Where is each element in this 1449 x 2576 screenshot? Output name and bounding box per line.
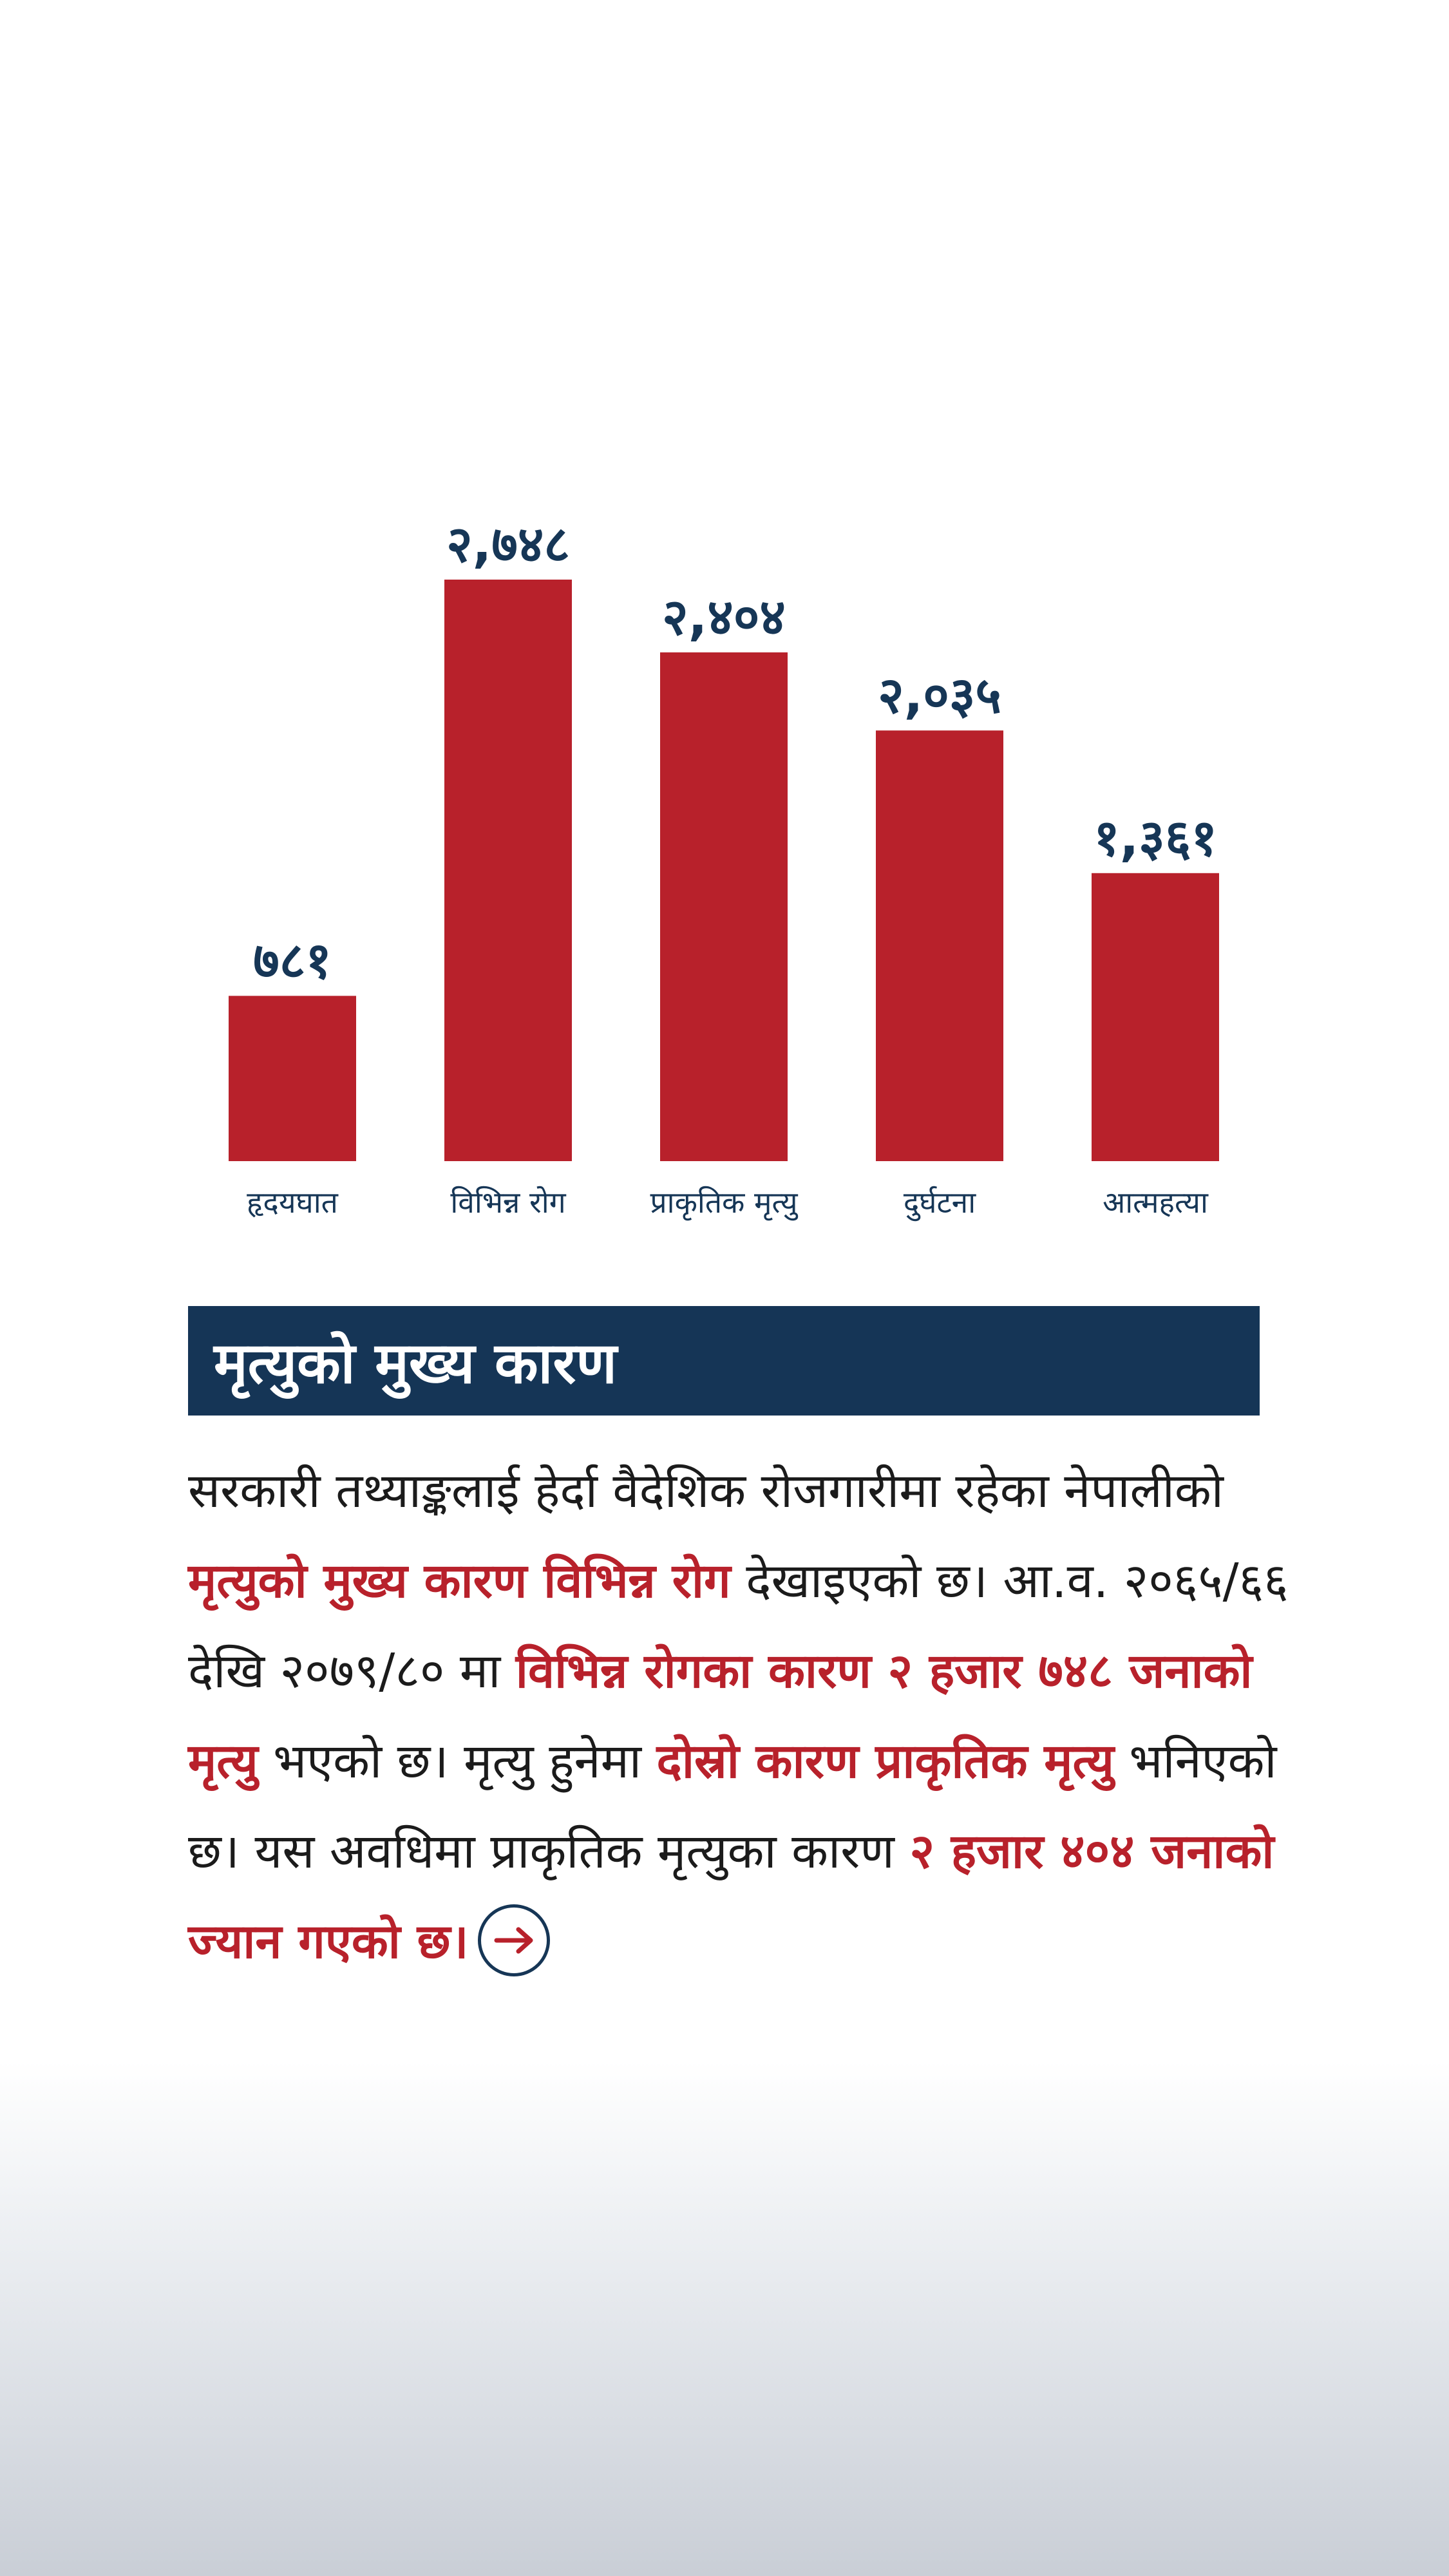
value-label-4: २,०३५ <box>878 667 1001 724</box>
highlight-text: २ हजार ४०४ जनाको ज्यान गएको छ। <box>188 1824 1274 1969</box>
category-label-5: आत्महत्या <box>1103 1185 1209 1220</box>
body-text-run: भनिएको छ। यस अवधिमा प्राकृतिक मृत्युका क… <box>188 1734 1277 1879</box>
bar-1 <box>229 996 356 1161</box>
highlight-text: विभिन्न रोगका कारण २ हजार ७४८ जनाको मृत्… <box>188 1643 1253 1789</box>
bar-2 <box>444 580 572 1161</box>
body-text-run: भएको छ। मृत्यु हुनेमा <box>258 1734 657 1789</box>
value-label-1: ७८१ <box>253 932 332 990</box>
value-label-2: २,७४८ <box>446 516 570 574</box>
highlight-text: मृत्युको मुख्य कारण विभिन्न रोग <box>188 1553 731 1609</box>
section-heading: मृत्युको मुख्य कारण <box>214 1330 617 1396</box>
value-label-5: १,३६१ <box>1094 810 1217 867</box>
bar-3 <box>660 652 788 1161</box>
section-heading-box: मृत्युको मुख्य कारण <box>188 1306 1260 1416</box>
value-label-3: २,४०४ <box>662 589 786 647</box>
category-label-1: हृदयघात <box>247 1185 339 1220</box>
category-label-4: दुर्घटना <box>904 1185 976 1222</box>
body-text-run: देखाइएको छ। आ.व. २०६५/६६ देखि २०७९/८० मा <box>188 1553 1289 1699</box>
body-paragraph: सरकारी तथ्याङ्कलाई हेर्दा वैदेशिक रोजगार… <box>188 1446 1302 1987</box>
bar-4 <box>876 730 1003 1161</box>
arrow-right-circle-icon[interactable] <box>477 1904 550 1977</box>
bar-chart: ७८१ हृदयघात २,७४८ विभिन्न रोग २,४०४ प्राकृतिक… <box>229 516 1219 1222</box>
highlight-text: दोस्रो कारण प्राकृतिक मृत्यु <box>656 1734 1114 1789</box>
category-label-3: प्राकृतिक मृत्यु <box>650 1185 798 1221</box>
bar-5 <box>1092 873 1219 1161</box>
body-text-run: सरकारी तथ्याङ्कलाई हेर्दा वैदेशिक रोजगार… <box>188 1463 1224 1519</box>
category-label-2: विभिन्न रोग <box>450 1185 566 1220</box>
